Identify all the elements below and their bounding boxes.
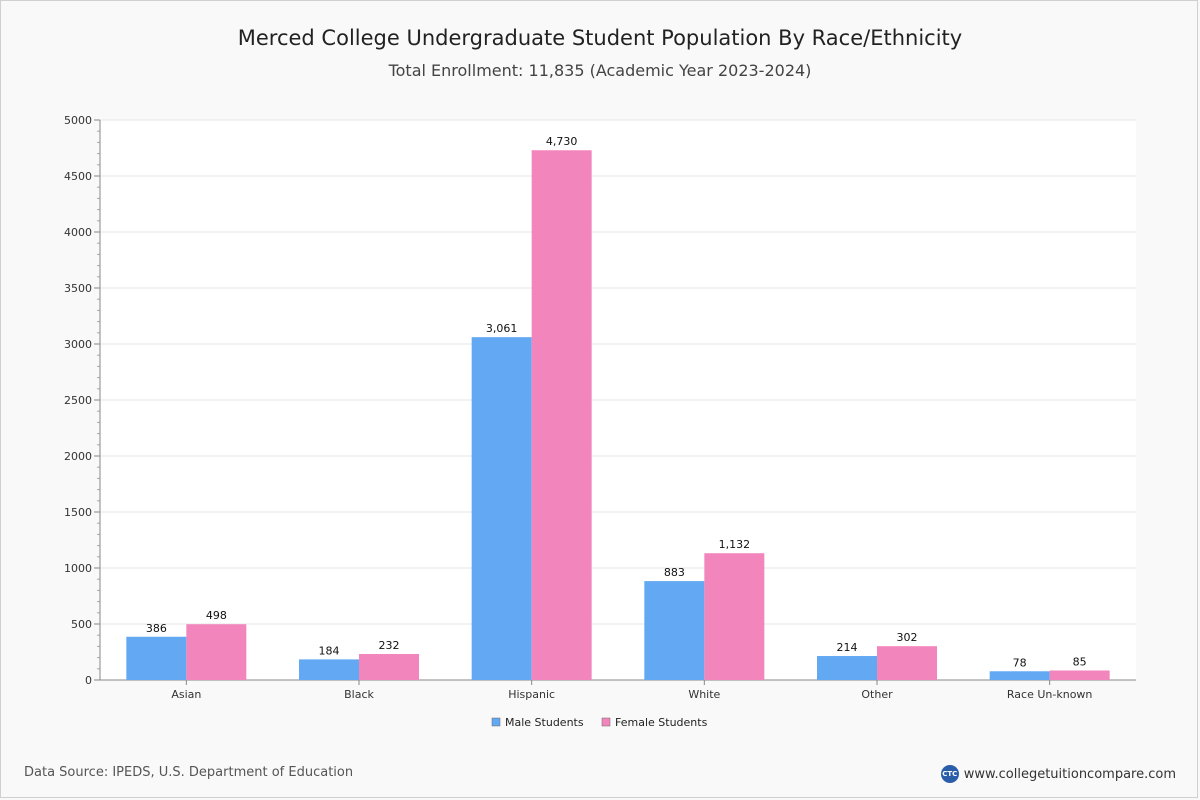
bar-male [299,659,359,680]
data-label: 214 [837,641,858,654]
x-tick-label: Hispanic [508,688,555,701]
legend-label: Female Students [615,716,708,729]
data-label: 1,132 [719,538,751,551]
y-tick-label: 3500 [64,282,92,295]
brand-link[interactable]: CTC www.collegetuitioncompare.com [940,765,1176,783]
bar-male [471,337,532,680]
bar-female [1049,670,1110,680]
data-label: 4,730 [546,135,578,148]
data-label: 302 [897,631,918,644]
bar-female [877,646,937,680]
x-tick-label: Asian [171,688,201,701]
legend-swatch [491,717,501,727]
chart-title: Merced College Undergraduate Student Pop… [237,26,963,50]
y-tick-label: 500 [71,618,92,631]
x-tick-label: Race Un-known [1007,688,1093,701]
bar-male [644,581,705,680]
bar-male [989,671,1050,680]
y-tick-label: 0 [85,674,92,687]
legend-swatch [601,717,611,727]
data-label: 232 [379,639,400,652]
chart-subtitle: Total Enrollment: 11,835 (Academic Year … [388,61,812,80]
data-label: 883 [664,566,685,579]
x-tick-label: White [688,688,720,701]
bar-female [704,553,765,680]
brand-logo-icon: CTC [940,765,959,783]
data-label: 386 [146,622,167,635]
x-tick-label: Other [861,688,893,701]
y-tick-label: 1500 [64,506,92,519]
data-label: 78 [1013,656,1027,669]
data-source-text: Data Source: IPEDS, U.S. Department of E… [24,765,354,780]
y-tick-label: 3000 [64,338,92,351]
y-tick-label: 5000 [64,114,92,127]
bar-female [359,654,419,680]
bar-female [531,150,592,681]
y-tick-label: 4500 [64,170,92,183]
data-label: 85 [1073,655,1087,668]
x-tick-label: Black [344,688,374,701]
y-tick-label: 4000 [64,226,92,239]
bar-male [126,636,187,680]
data-label: 498 [206,609,227,622]
y-tick-label: 1000 [64,562,92,575]
brand-url: www.collegetuitioncompare.com [963,766,1176,782]
data-label: 184 [319,644,340,657]
y-tick-label: 2000 [64,450,92,463]
legend-label: Male Students [505,716,584,729]
bar-male [817,656,877,680]
data-label: 3,061 [486,322,518,335]
bar-female [186,624,247,680]
y-tick-label: 2500 [64,394,92,407]
